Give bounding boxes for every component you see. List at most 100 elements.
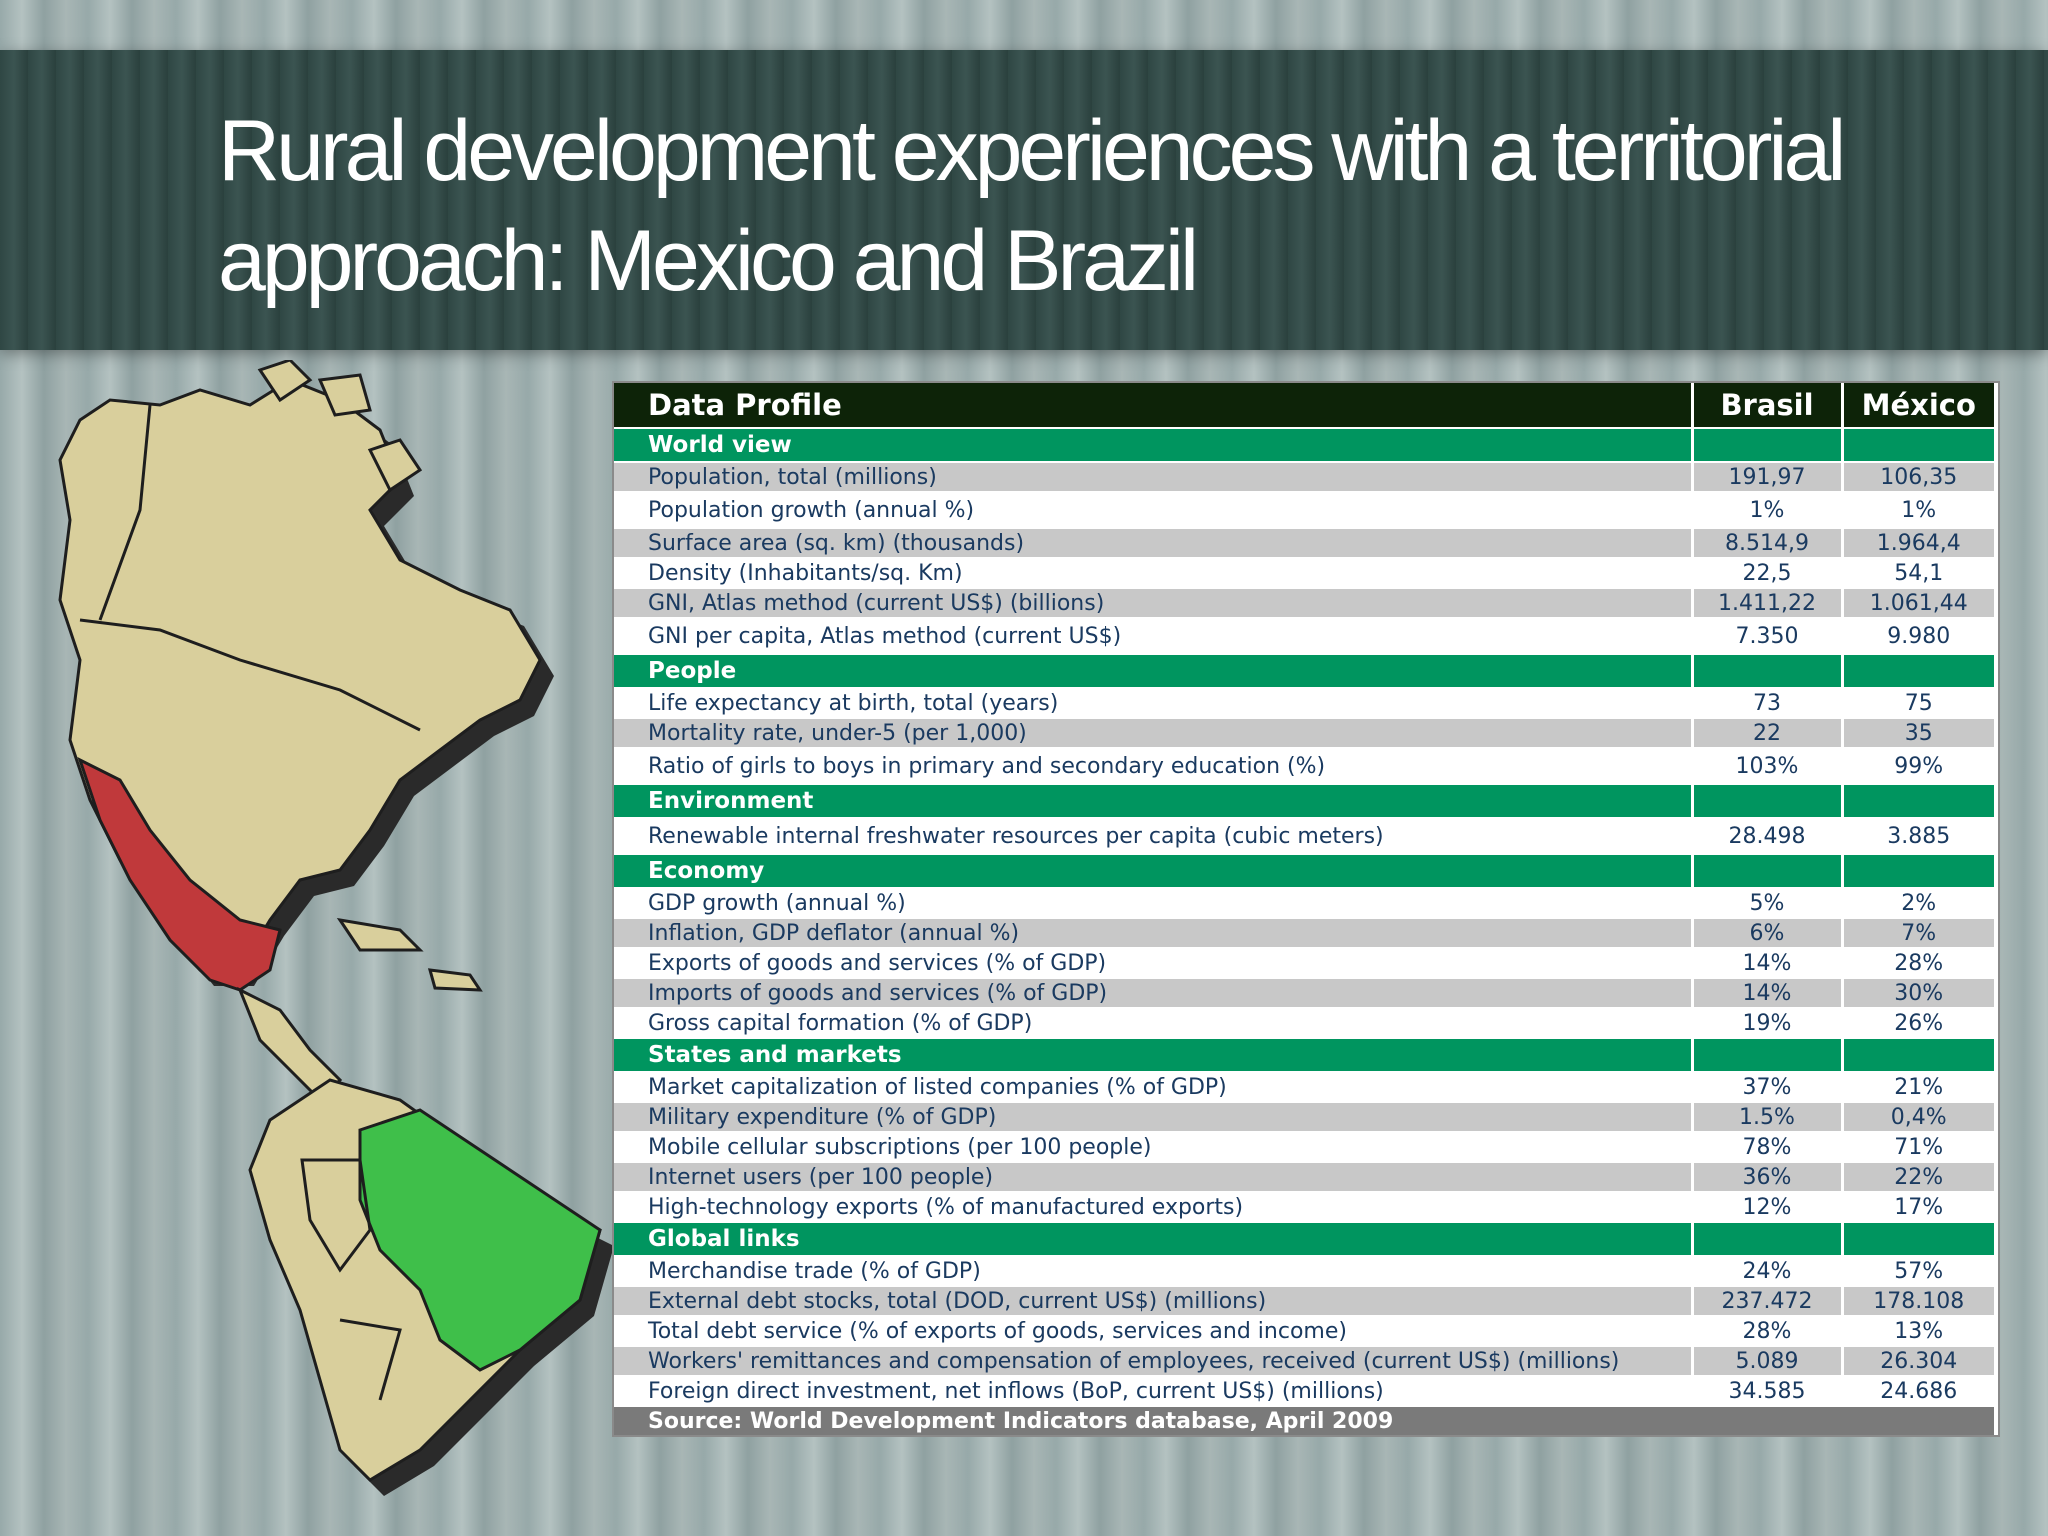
row-label: High-technology exports (% of manufactur… xyxy=(614,1191,1694,1222)
mexico-value: 28% xyxy=(1842,947,1994,978)
table-header: Data Profile Brasil México xyxy=(614,383,1994,428)
row-label: GDP growth (annual %) xyxy=(614,887,1694,918)
row-label: Density (Inhabitants/sq. Km) xyxy=(614,557,1694,588)
table-row: Market capitalization of listed companie… xyxy=(614,1071,1994,1102)
table-row: Military expenditure (% of GDP) 1.5% 0,4% xyxy=(614,1101,1994,1132)
section-title: Environment xyxy=(614,783,1694,818)
mexico-value: 21% xyxy=(1842,1071,1994,1102)
section-empty-cell xyxy=(1842,853,1994,888)
data-profile-table: Data Profile Brasil México World view Pop… xyxy=(612,381,2000,1437)
brazil-region xyxy=(358,1108,602,1372)
row-label: Exports of goods and services (% of GDP) xyxy=(614,947,1694,978)
table-row: Exports of goods and services (% of GDP)… xyxy=(614,947,1994,978)
mexico-value: 2% xyxy=(1842,887,1994,918)
mexico-value: 71% xyxy=(1842,1131,1994,1162)
table-row: Density (Inhabitants/sq. Km) 22,5 54,1 xyxy=(614,557,1994,588)
row-label: Merchandise trade (% of GDP) xyxy=(614,1255,1694,1286)
row-label: Surface area (sq. km) (thousands) xyxy=(614,527,1694,558)
section-empty-cell xyxy=(1692,1221,1844,1256)
section-title: States and markets xyxy=(614,1037,1694,1072)
mexico-value: 13% xyxy=(1842,1315,1994,1346)
row-label: GNI, Atlas method (current US$) (billion… xyxy=(614,587,1694,618)
table-row: Total debt service (% of exports of good… xyxy=(614,1315,1994,1346)
row-label: GNI per capita, Atlas method (current US… xyxy=(614,617,1694,654)
mexico-value: 54,1 xyxy=(1842,557,1994,588)
section-title: Global links xyxy=(614,1221,1694,1256)
section-title: Economy xyxy=(614,853,1694,888)
table-row: GNI per capita, Atlas method (current US… xyxy=(614,617,1994,654)
row-label: Military expenditure (% of GDP) xyxy=(614,1101,1694,1132)
section-row: Environment xyxy=(614,783,1994,818)
table-row: Gross capital formation (% of GDP) 19% 26% xyxy=(614,1007,1994,1038)
mexico-value: 57% xyxy=(1842,1255,1994,1286)
row-label: Population growth (annual %) xyxy=(614,491,1694,528)
mexico-value: 17% xyxy=(1842,1191,1994,1222)
table-row: Population growth (annual %) 1% 1% xyxy=(614,491,1994,528)
table-row: Mobile cellular subscriptions (per 100 p… xyxy=(614,1131,1994,1162)
mexico-value: 99% xyxy=(1842,747,1994,784)
americas-map xyxy=(58,360,614,1496)
brasil-value: 12% xyxy=(1692,1191,1844,1222)
section-row: States and markets xyxy=(614,1037,1994,1072)
section-empty-cell xyxy=(1842,427,1994,462)
brasil-value: 8.514,9 xyxy=(1692,527,1844,558)
table-row: Surface area (sq. km) (thousands) 8.514,9… xyxy=(614,527,1994,558)
table-row: Renewable internal freshwater resources … xyxy=(614,817,1994,854)
row-label: External debt stocks, total (DOD, curren… xyxy=(614,1285,1694,1316)
section-title: People xyxy=(614,653,1694,688)
table-row: Life expectancy at birth, total (years) 7… xyxy=(614,687,1994,718)
row-label: Market capitalization of listed companie… xyxy=(614,1071,1694,1102)
mexico-value: 0,4% xyxy=(1842,1101,1994,1132)
table-row: External debt stocks, total (DOD, curren… xyxy=(614,1285,1994,1316)
row-label: Foreign direct investment, net inflows (… xyxy=(614,1375,1694,1406)
header-mexico: México xyxy=(1842,383,1994,428)
mexico-value: 7% xyxy=(1842,917,1994,948)
brasil-value: 1% xyxy=(1692,491,1844,528)
brasil-value: 103% xyxy=(1692,747,1844,784)
section-empty-cell xyxy=(1692,853,1844,888)
section-row: World view xyxy=(614,427,1994,462)
mexico-value: 35 xyxy=(1842,717,1994,748)
table-row: High-technology exports (% of manufactur… xyxy=(614,1191,1994,1222)
table-row: Merchandise trade (% of GDP) 24% 57% xyxy=(614,1255,1994,1286)
section-empty-cell xyxy=(1842,1221,1994,1256)
brasil-value: 22 xyxy=(1692,717,1844,748)
brasil-value: 28% xyxy=(1692,1315,1844,1346)
brasil-value: 36% xyxy=(1692,1161,1844,1192)
brasil-value: 28.498 xyxy=(1692,817,1844,854)
row-label: Ratio of girls to boys in primary and se… xyxy=(614,747,1694,784)
row-label: Internet users (per 100 people) xyxy=(614,1161,1694,1192)
brasil-value: 24% xyxy=(1692,1255,1844,1286)
brasil-value: 5.089 xyxy=(1692,1345,1844,1376)
section-empty-cell xyxy=(1692,783,1844,818)
brasil-value: 78% xyxy=(1692,1131,1844,1162)
brasil-value: 14% xyxy=(1692,947,1844,978)
table-row: Ratio of girls to boys in primary and se… xyxy=(614,747,1994,784)
header-brasil: Brasil xyxy=(1692,383,1844,428)
row-label: Mortality rate, under-5 (per 1,000) xyxy=(614,717,1694,748)
source-note: Source: World Development Indicators dat… xyxy=(614,1405,1994,1435)
brasil-value: 5% xyxy=(1692,887,1844,918)
mexico-value: 26% xyxy=(1842,1007,1994,1038)
mexico-region xyxy=(77,757,282,992)
section-row: Global links xyxy=(614,1221,1994,1256)
section-row: Economy xyxy=(614,853,1994,888)
slide-title: Rural development experiences with a ter… xyxy=(218,103,1846,309)
section-empty-cell xyxy=(1692,653,1844,688)
table-row: Foreign direct investment, net inflows (… xyxy=(614,1375,1994,1406)
brasil-value: 7.350 xyxy=(1692,617,1844,654)
brasil-value: 1.411,22 xyxy=(1692,587,1844,618)
brasil-value: 19% xyxy=(1692,1007,1844,1038)
table-row: Workers' remittances and compensation of… xyxy=(614,1345,1994,1376)
table-row: GNI, Atlas method (current US$) (billion… xyxy=(614,587,1994,618)
row-label: Inflation, GDP deflator (annual %) xyxy=(614,917,1694,948)
mexico-value: 22% xyxy=(1842,1161,1994,1192)
table-row: Population, total (millions) 191,97 106,35 xyxy=(614,461,1994,492)
mexico-value: 1.061,44 xyxy=(1842,587,1994,618)
brasil-value: 191,97 xyxy=(1692,461,1844,492)
table-row: Imports of goods and services (% of GDP)… xyxy=(614,977,1994,1008)
mexico-value: 9.980 xyxy=(1842,617,1994,654)
brasil-value: 37% xyxy=(1692,1071,1844,1102)
section-title: World view xyxy=(614,427,1694,462)
mexico-value: 30% xyxy=(1842,977,1994,1008)
